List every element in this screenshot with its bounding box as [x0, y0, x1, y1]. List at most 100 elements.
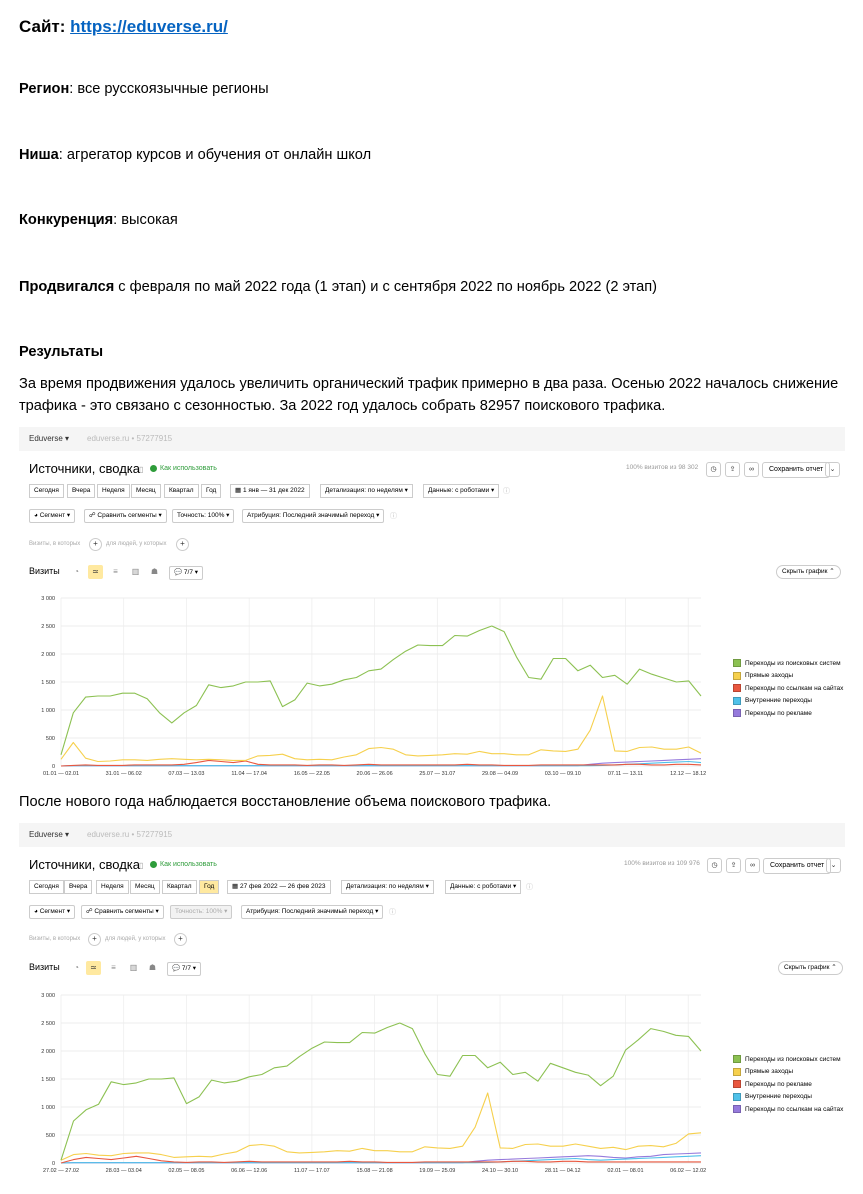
help-icon[interactable]: ⓘ: [390, 513, 397, 520]
clock-icon[interactable]: ◷: [706, 462, 721, 477]
save-report-button[interactable]: Сохранить отчет: [762, 462, 831, 478]
legend-item[interactable]: Переходы по рекламе: [733, 1078, 843, 1091]
niche-label: Ниша: [19, 147, 59, 163]
period-month[interactable]: Месяц: [130, 880, 160, 894]
add-filter-icon[interactable]: +: [174, 933, 187, 946]
series-count-select[interactable]: 💬 7/7 ▾: [169, 566, 204, 580]
period-week[interactable]: Неделя: [96, 880, 129, 894]
chevron-down-icon[interactable]: ⌄: [825, 462, 840, 477]
chevron-down-icon[interactable]: ⌄: [826, 858, 841, 873]
check-icon: [150, 861, 157, 868]
y-tick-label: 2 000: [41, 1049, 55, 1055]
series-line[interactable]: [60, 1092, 702, 1161]
legend-item[interactable]: Переходы по ссылкам на сайтах: [733, 682, 843, 695]
metrika-screenshot-2023: Eduverse ▾ eduverse.ru • 57277915 Источн…: [19, 823, 845, 1178]
export-icon[interactable]: ⇪: [725, 462, 740, 477]
clock-icon[interactable]: ◷: [707, 858, 722, 873]
pie-chart-icon[interactable]: ◔: [74, 567, 79, 576]
share-icon[interactable]: ∞: [745, 858, 760, 873]
visits-percent: 100% визитов из 98 302: [626, 464, 699, 471]
legend-item[interactable]: Переходы по рекламе: [733, 707, 843, 720]
how-to-use-link[interactable]: Как использовать: [160, 861, 217, 868]
help-icon[interactable]: ⓘ: [503, 488, 510, 495]
add-filter-icon[interactable]: +: [89, 538, 102, 551]
period-year[interactable]: Год: [201, 484, 222, 498]
detail-select[interactable]: Детализация: по неделям ▾: [320, 484, 413, 498]
legend-item[interactable]: Прямые заходы: [733, 1066, 843, 1079]
site-link[interactable]: https://eduverse.ru/: [70, 17, 228, 36]
competition-value: : высокая: [113, 212, 178, 228]
bookmark-icon[interactable]: ▯: [139, 861, 144, 870]
visits-filter-hint: Визиты, в которых: [29, 541, 81, 547]
map-icon[interactable]: ☗: [148, 963, 157, 972]
legend-item[interactable]: Переходы из поисковых систем: [733, 657, 843, 670]
attribution-select[interactable]: Атрибуция: Последний значимый переход ▾: [242, 509, 385, 523]
account-selector[interactable]: Eduverse ▾: [29, 830, 70, 839]
bar-chart-icon[interactable]: ▥: [131, 567, 140, 576]
series-line[interactable]: [60, 759, 702, 767]
attribution-select[interactable]: Атрибуция: Последний значимый переход ▾: [241, 905, 384, 919]
add-filter-icon[interactable]: +: [88, 933, 101, 946]
help-icon[interactable]: ⓘ: [389, 909, 396, 916]
legend-item[interactable]: Внутренние переходы: [733, 1091, 843, 1104]
series-line[interactable]: [60, 695, 702, 763]
date-range-picker[interactable]: ▦ 1 янв — 31 дек 2022: [230, 484, 310, 498]
x-tick-label: 31.01 — 06.02: [106, 771, 142, 777]
legend-swatch: [733, 671, 741, 680]
save-report-button[interactable]: Сохранить отчет: [763, 858, 832, 874]
period-quarter[interactable]: Квартал: [164, 484, 199, 498]
segment-button[interactable]: ◕ Сегмент ▾: [29, 905, 76, 919]
legend-item[interactable]: Внутренние переходы: [733, 695, 843, 708]
period-yesterday[interactable]: Вчера: [64, 880, 93, 894]
period-quarter[interactable]: Квартал: [162, 880, 197, 894]
series-line[interactable]: [60, 625, 702, 755]
traffic-chart-2022: 0 500 1 000 1 500 2 000 2 500 3 000 01.01 — 02.…: [41, 596, 706, 777]
data-select[interactable]: Данные: с роботами ▾: [423, 484, 500, 498]
competition-line: Конкуренция: высокая: [19, 209, 178, 231]
hide-chart-button[interactable]: Скрыть график ⌃: [776, 565, 841, 579]
legend-item[interactable]: Переходы по ссылкам на сайтах: [733, 1103, 843, 1116]
period-month[interactable]: Месяц: [131, 484, 161, 498]
series-line[interactable]: [60, 1022, 702, 1161]
help-icon[interactable]: ⓘ: [526, 884, 533, 891]
region-line: Регион: все русскоязычные регионы: [19, 78, 269, 100]
compare-segments-button[interactable]: ☍ Сравнить сегменты ▾: [84, 509, 167, 523]
stacked-chart-icon[interactable]: ≡: [113, 567, 118, 576]
pie-chart-icon[interactable]: ◔: [74, 963, 79, 972]
comment-icon: 💬: [172, 965, 182, 972]
period-today[interactable]: Сегодня: [29, 484, 64, 498]
legend-item[interactable]: Переходы из поисковых систем: [733, 1053, 843, 1066]
bar-chart-icon[interactable]: ▥: [129, 963, 138, 972]
accuracy-select[interactable]: Точность: 100% ▾: [172, 509, 235, 523]
period-today[interactable]: Сегодня: [29, 880, 64, 894]
y-tick-label: 500: [46, 736, 55, 742]
hide-chart-button[interactable]: Скрыть график ⌃: [778, 961, 843, 975]
export-icon[interactable]: ⇪: [726, 858, 741, 873]
period-week[interactable]: Неделя: [97, 484, 130, 498]
line-chart-icon[interactable]: ≃: [88, 565, 103, 579]
line-chart-icon[interactable]: ≃: [86, 961, 101, 975]
legend-label: Переходы из поисковых систем: [745, 1055, 841, 1063]
add-filter-icon[interactable]: +: [176, 538, 189, 551]
series-line[interactable]: [60, 1155, 701, 1164]
how-to-use-link[interactable]: Как использовать: [160, 465, 217, 472]
page-title: Источники, сводка: [29, 857, 140, 872]
legend-item[interactable]: Прямые заходы: [733, 670, 843, 683]
map-icon[interactable]: ☗: [150, 567, 159, 576]
account-selector[interactable]: Eduverse ▾: [29, 434, 70, 443]
traffic-chart-2023: 0 500 1 000 1 500 2 000 2 500 3 000 27.02 — 27.…: [41, 993, 706, 1174]
period-year[interactable]: Год: [199, 880, 220, 894]
x-tick-label: 02.05 — 08.05: [168, 1168, 204, 1174]
data-select[interactable]: Данные: с роботами ▾: [445, 880, 522, 894]
series-count-select[interactable]: 💬 7/7 ▾: [167, 962, 202, 976]
date-range-picker[interactable]: ▦ 27 фев 2022 — 26 фев 2023: [227, 880, 331, 894]
detail-select[interactable]: Детализация: по неделям ▾: [341, 880, 434, 894]
series-line[interactable]: [60, 760, 702, 767]
chart-legend: Переходы из поисковых систем Прямые захо…: [733, 657, 843, 720]
bookmark-icon[interactable]: ▯: [139, 465, 144, 474]
stacked-chart-icon[interactable]: ≡: [111, 963, 116, 972]
segment-button[interactable]: ◕ Сегмент ▾: [29, 509, 76, 523]
period-yesterday[interactable]: Вчера: [67, 484, 96, 498]
compare-segments-button[interactable]: ☍ Сравнить сегменты ▾: [81, 905, 164, 919]
share-icon[interactable]: ∞: [744, 462, 759, 477]
